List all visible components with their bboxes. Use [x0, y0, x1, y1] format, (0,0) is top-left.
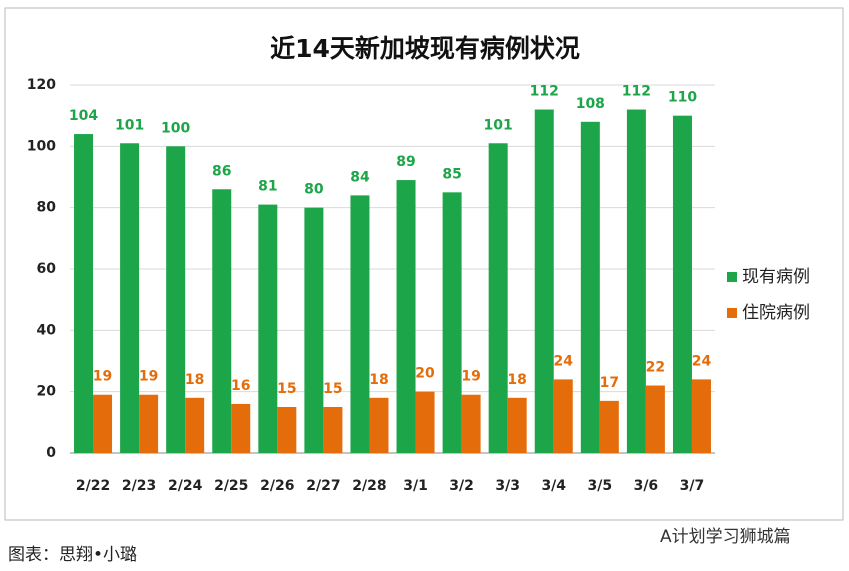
y-tick-label: 100: [27, 138, 56, 154]
bar: [461, 394, 481, 453]
x-tick-label: 3/4: [541, 478, 566, 494]
x-tick-label: 2/28: [352, 478, 386, 494]
value-label: 112: [530, 84, 559, 100]
bar: [74, 134, 94, 454]
bar: [258, 204, 278, 453]
legend-swatch: [727, 272, 737, 282]
bar: [691, 379, 711, 453]
x-tick-label: 3/6: [634, 478, 659, 494]
bar: [507, 397, 527, 453]
value-label: 86: [212, 163, 231, 179]
x-tick-label: 2/26: [260, 478, 294, 494]
value-label: 22: [646, 360, 665, 376]
value-label: 24: [554, 353, 574, 369]
bar: [396, 180, 416, 454]
bar: [304, 207, 324, 453]
y-tick-label: 40: [37, 322, 57, 338]
value-label: 20: [415, 366, 435, 382]
bar: [553, 379, 573, 453]
bar: [120, 143, 140, 453]
bar: [212, 189, 232, 453]
bar: [645, 385, 665, 453]
value-label: 24: [692, 353, 712, 369]
value-label: 17: [600, 375, 619, 391]
value-label: 84: [350, 169, 370, 185]
bar: [415, 391, 435, 453]
legend-swatch: [727, 308, 737, 318]
value-label: 18: [185, 372, 204, 388]
x-tick-label: 3/1: [403, 478, 428, 494]
value-label: 80: [304, 182, 324, 198]
bar: [672, 115, 692, 454]
value-label: 19: [461, 369, 480, 385]
bar: [323, 407, 343, 453]
value-label: 108: [576, 96, 605, 112]
bar: [93, 394, 113, 453]
bar: [580, 121, 600, 454]
value-label: 110: [668, 90, 697, 106]
value-label: 104: [69, 108, 98, 124]
legend-label: 现有病例: [742, 267, 810, 287]
bar: [626, 109, 646, 454]
value-label: 18: [507, 372, 526, 388]
bar: [277, 407, 297, 453]
bar: [185, 397, 205, 453]
legend-label: 住院病例: [742, 303, 810, 323]
bar: [166, 146, 186, 454]
bar: [534, 109, 554, 454]
watermark: A计划学习狮城篇: [660, 527, 791, 547]
value-label: 101: [484, 117, 513, 133]
value-label: 19: [93, 369, 112, 385]
value-label: 81: [258, 179, 277, 195]
value-label: 16: [231, 378, 250, 394]
value-label: 89: [396, 154, 415, 170]
bar: [231, 403, 251, 453]
y-tick-label: 0: [46, 445, 56, 461]
x-tick-label: 2/25: [214, 478, 248, 494]
chart-title: 近14天新加坡现有病例状况: [270, 34, 580, 63]
value-label: 101: [115, 117, 144, 133]
value-label: 15: [323, 381, 342, 397]
bar: [369, 397, 389, 453]
bar: [488, 143, 508, 453]
value-label: 15: [277, 381, 296, 397]
value-label: 100: [161, 120, 190, 136]
x-tick-label: 2/24: [168, 478, 203, 494]
x-tick-label: 3/7: [680, 478, 705, 494]
value-label: 112: [622, 84, 651, 100]
y-tick-label: 20: [37, 384, 57, 400]
bar: [599, 400, 619, 453]
x-tick-label: 3/5: [588, 478, 613, 494]
bar: [139, 394, 159, 453]
x-tick-label: 2/23: [122, 478, 156, 494]
value-label: 18: [369, 372, 388, 388]
x-tick-label: 3/3: [495, 478, 520, 494]
y-tick-label: 60: [37, 261, 57, 277]
caption: 图表：思翔•小璐: [8, 545, 138, 565]
bar: [350, 195, 370, 453]
x-tick-label: 2/27: [306, 478, 340, 494]
x-tick-label: 2/22: [76, 478, 110, 494]
value-label: 19: [139, 369, 158, 385]
value-label: 85: [442, 166, 461, 182]
bar: [442, 192, 462, 454]
x-tick-label: 3/2: [449, 478, 474, 494]
y-tick-label: 120: [27, 77, 56, 93]
y-tick-label: 80: [37, 200, 57, 216]
